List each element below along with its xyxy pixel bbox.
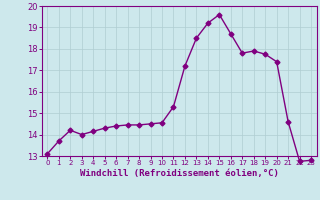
X-axis label: Windchill (Refroidissement éolien,°C): Windchill (Refroidissement éolien,°C) <box>80 169 279 178</box>
